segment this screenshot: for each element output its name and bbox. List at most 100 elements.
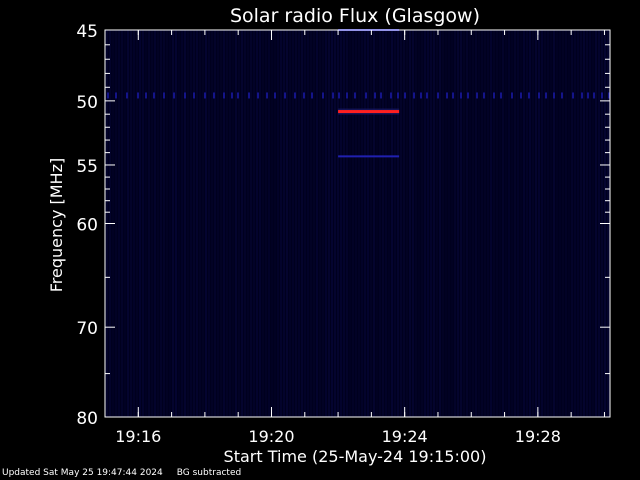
x-tick-label: 19:28 (515, 427, 561, 446)
dashed-band-segment (426, 92, 428, 99)
noise-column (310, 30, 312, 417)
noise-column (271, 30, 273, 417)
dashed-band-segment (223, 92, 225, 99)
faint-band (338, 155, 400, 158)
noise-column (580, 30, 582, 417)
noise-column (304, 30, 306, 417)
dashed-band-segment (545, 92, 547, 99)
noise-column (322, 30, 324, 417)
dashed-band-segment (581, 92, 583, 99)
noise-column (538, 30, 540, 417)
dashed-band-segment (365, 92, 367, 99)
noise-column (388, 30, 390, 417)
dashed-band-segment (413, 92, 415, 99)
noise-column (589, 30, 591, 417)
noise-column (487, 30, 489, 417)
noise-column (262, 30, 264, 417)
burst-band (338, 110, 400, 114)
noise-column (472, 30, 474, 417)
noise-column (556, 30, 558, 417)
noise-column (571, 30, 573, 417)
noise-column (190, 30, 192, 417)
noise-column (130, 30, 132, 417)
noise-column (475, 30, 477, 417)
noise-column (451, 30, 453, 417)
noise-column (595, 30, 597, 417)
noise-column (340, 30, 342, 417)
dashed-band-segment (390, 92, 392, 99)
y-tick-label: 60 (76, 216, 98, 236)
dashed-band-segment (500, 92, 502, 99)
noise-column (370, 30, 372, 417)
noise-column (394, 30, 396, 417)
noise-column (550, 30, 552, 417)
dashed-band-segment (332, 92, 334, 99)
noise-column (592, 30, 594, 417)
noise-column (577, 30, 579, 417)
dashed-band-segment (303, 92, 305, 99)
noise-column (160, 30, 162, 417)
noise-column (583, 30, 585, 417)
dashed-band-segment (593, 92, 595, 99)
y-tick-label: 45 (76, 22, 98, 42)
noise-column (253, 30, 255, 417)
noise-column (499, 30, 501, 417)
x-ticks: 19:16 19:20 19:24 19:28 (104, 30, 605, 446)
dashed-band-segment (493, 92, 495, 99)
noise-column (181, 30, 183, 417)
noise-column (208, 30, 210, 417)
noise-column (313, 30, 315, 417)
noise-column (142, 30, 144, 417)
dashed-band-segment (476, 92, 478, 99)
noise-column (232, 30, 234, 417)
noise-column (457, 30, 459, 417)
noise-column (163, 30, 165, 417)
noise-column (559, 30, 561, 417)
noise-column (220, 30, 222, 417)
noise-column (274, 30, 276, 417)
dashed-band-segment (528, 92, 530, 99)
noise-column (211, 30, 213, 417)
noise-column (184, 30, 186, 417)
noise-column (325, 30, 327, 417)
noise-column (421, 30, 423, 417)
noise-column (196, 30, 198, 417)
dashed-band-segment (452, 92, 454, 99)
noise-column (166, 30, 168, 417)
noise-column (442, 30, 444, 417)
noise-column (292, 30, 294, 417)
noise-column (235, 30, 237, 417)
noise-column (307, 30, 309, 417)
dashed-band-segment (520, 92, 522, 99)
noise-column (433, 30, 435, 417)
dashed-band-segment (126, 92, 128, 99)
noise-column (226, 30, 228, 417)
noise-column (532, 30, 534, 417)
dashed-band-segment (587, 92, 589, 99)
dashed-band-segment (274, 92, 276, 99)
footer-updated: Updated Sat May 25 19:47:44 2024 (2, 468, 163, 478)
noise-column (562, 30, 564, 417)
dashed-band-segment (153, 92, 155, 99)
noise-column (379, 30, 381, 417)
dashed-band-segment (237, 92, 239, 99)
noise-column (187, 30, 189, 417)
noise-column (565, 30, 567, 417)
noise-column (508, 30, 510, 417)
noise-column (145, 30, 147, 417)
dashed-band-segment (511, 92, 513, 99)
noise-column (238, 30, 240, 417)
noise-column (598, 30, 600, 417)
noise-column (280, 30, 282, 417)
noise-column (463, 30, 465, 417)
noise-column (154, 30, 156, 417)
noise-column (373, 30, 375, 417)
noise-column (229, 30, 231, 417)
noise-column (574, 30, 576, 417)
dashed-band-segment (294, 92, 296, 99)
footer: Updated Sat May 25 19:47:44 2024 BG subtr… (2, 468, 255, 478)
dashed-band-segment (163, 92, 165, 99)
noise-column (391, 30, 393, 417)
noise-column (172, 30, 174, 417)
